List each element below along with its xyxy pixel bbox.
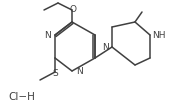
Text: Cl−H: Cl−H — [8, 92, 35, 102]
Text: N: N — [102, 43, 109, 52]
Text: O: O — [69, 5, 76, 14]
Text: N: N — [76, 66, 83, 75]
Text: S: S — [52, 68, 58, 77]
Text: N: N — [44, 31, 51, 40]
Text: NH: NH — [152, 31, 166, 40]
